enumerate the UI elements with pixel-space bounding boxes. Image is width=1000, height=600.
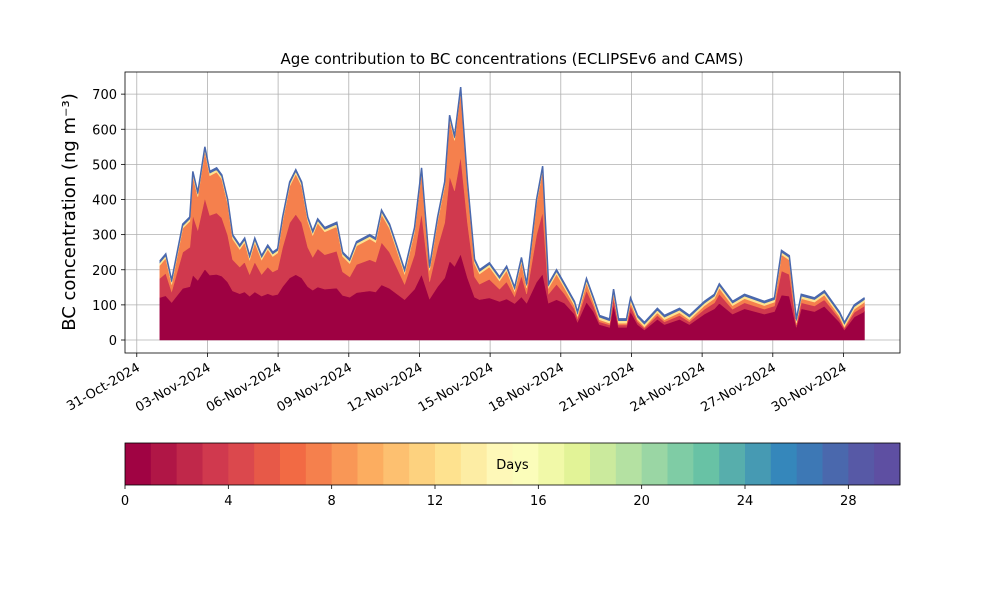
colorbar-tick-label: 16: [530, 494, 547, 509]
x-tick-label: 15-Nov-2024: [416, 360, 496, 415]
colorbar-swatch: [305, 443, 333, 485]
x-tick-label: 21-Nov-2024: [557, 360, 637, 415]
colorbar-swatch: [150, 443, 178, 485]
colorbar-swatch: [745, 443, 772, 485]
colorbar-swatch: [538, 443, 565, 485]
colorbar-swatch: [719, 443, 746, 485]
colorbar-swatch: [202, 443, 229, 485]
colorbar-swatch: [228, 443, 255, 485]
y-tick-label: 200: [92, 264, 117, 279]
x-tick-label: 12-Nov-2024: [345, 360, 425, 415]
colorbar-swatch: [796, 443, 823, 485]
colorbar-swatch: [254, 443, 281, 485]
colorbar-swatch: [331, 443, 358, 485]
colorbar-tick-label: 0: [121, 494, 129, 509]
y-tick-label: 600: [92, 123, 117, 138]
x-tick-label: 31-Oct-2024: [64, 360, 142, 414]
y-tick-label: 400: [92, 194, 117, 209]
colorbar-swatch: [874, 443, 901, 485]
plot-frame: [124, 71, 901, 354]
x-tick-label: 09-Nov-2024: [275, 360, 355, 415]
colorbar-swatch: [409, 443, 436, 485]
colorbar-swatch: [383, 443, 410, 485]
colorbar-tick-label: 24: [737, 494, 754, 509]
x-tick-label: 03-Nov-2024: [133, 360, 213, 415]
colorbar-swatch: [590, 443, 617, 485]
colorbar-tick-label: 8: [328, 494, 336, 509]
colorbar-tick-label: 20: [633, 494, 650, 509]
colorbar-swatch: [280, 443, 307, 485]
y-axis-label: BC concentration (ng m⁻³): [59, 93, 80, 331]
colorbar-tick-label: 4: [224, 494, 232, 509]
colorbar-swatch: [176, 443, 203, 485]
colorbar-swatch: [667, 443, 694, 485]
y-tick-label: 700: [92, 88, 117, 103]
area-outline: [159, 87, 865, 325]
colorbar-swatch: [125, 443, 152, 485]
y-tick-label: 0: [109, 334, 117, 349]
y-tick-label: 100: [92, 299, 117, 314]
colorbar-swatch: [357, 443, 384, 485]
colorbar-swatch: [460, 443, 488, 485]
colorbar-frame: [124, 442, 901, 486]
x-tick-label: 27-Nov-2024: [699, 360, 779, 415]
y-tick-label: 300: [92, 229, 117, 244]
x-tick-label: 18-Nov-2024: [487, 360, 567, 415]
colorbar-swatch: [693, 443, 720, 485]
x-tick-label: 30-Nov-2024: [769, 360, 849, 415]
colorbar-swatch: [615, 443, 643, 485]
chart-title: Age contribution to BC concentrations (E…: [281, 50, 744, 68]
colorbar-swatch: [512, 443, 539, 485]
colorbar-swatch: [486, 443, 513, 485]
colorbar-label: Days: [496, 458, 529, 473]
colorbar-tick-label: 28: [840, 494, 857, 509]
colorbar-swatch: [641, 443, 668, 485]
colorbar-swatch: [770, 443, 798, 485]
x-tick-label: 24-Nov-2024: [628, 360, 708, 415]
colorbar-swatch: [848, 443, 875, 485]
colorbar-tick-label: 12: [427, 494, 444, 509]
colorbar-swatch: [564, 443, 591, 485]
colorbar-swatch: [435, 443, 462, 485]
y-tick-label: 500: [92, 158, 117, 173]
x-tick-label: 06-Nov-2024: [204, 360, 284, 415]
colorbar-swatch: [822, 443, 849, 485]
